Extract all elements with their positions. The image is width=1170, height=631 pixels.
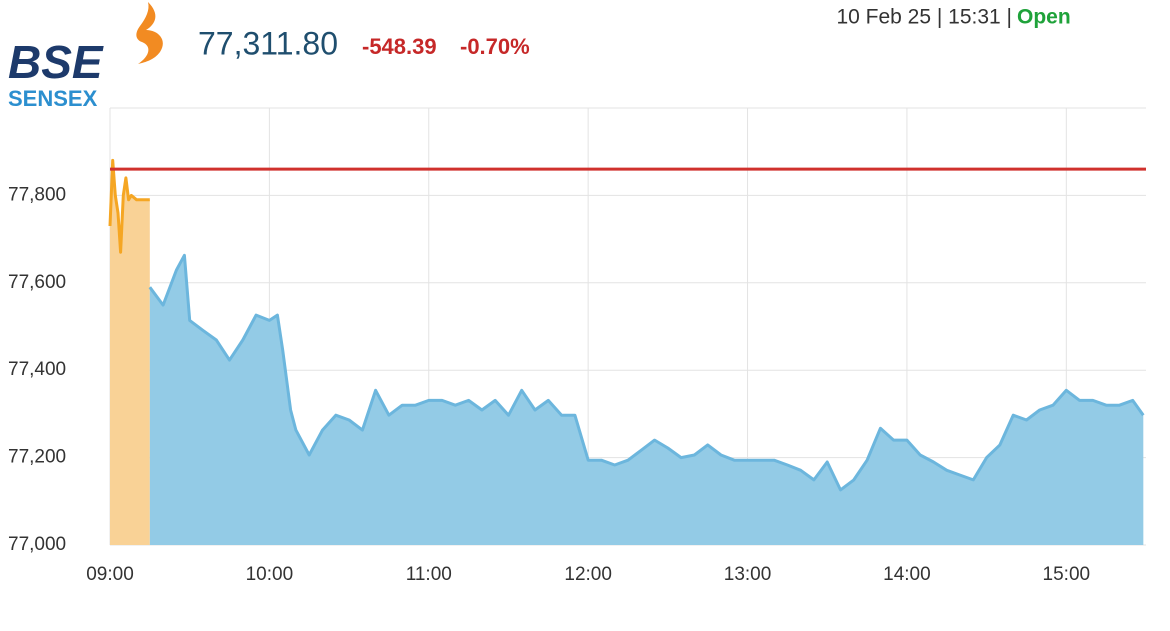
change-pct: -0.70% [460, 34, 530, 59]
y-tick-label: 77,000 [8, 534, 66, 555]
index-name: SENSEX [8, 86, 98, 111]
market-status: Open [1017, 6, 1071, 29]
x-tick-label: 11:00 [406, 564, 452, 585]
area-fill [149, 255, 1144, 546]
x-tick-label: 10:00 [246, 564, 294, 585]
logo-text: BSE [8, 36, 104, 88]
logo-flame [136, 2, 163, 64]
price-line [108, 158, 150, 254]
price-line [148, 253, 1145, 492]
x-tick-label: 09:00 [86, 564, 134, 585]
plot: 77,000 77,200 77,400 77,600 77,800 09:00 10:00… [8, 107, 1146, 585]
timestamp: 10 Feb 25 | 15:31 | [836, 6, 1012, 29]
x-tick-label: 14:00 [883, 564, 931, 585]
y-tick-label: 77,600 [8, 272, 66, 293]
y-tick-label: 77,800 [8, 184, 66, 205]
change: -548.39 [362, 34, 437, 59]
x-tick-label: 13:00 [724, 564, 772, 585]
y-tick-label: 77,400 [8, 359, 66, 380]
area-fill [110, 160, 150, 545]
y-tick-label: 77,200 [8, 447, 66, 468]
price: 77,311.80 [198, 25, 338, 61]
x-tick-label: 12:00 [564, 564, 612, 585]
x-tick-label: 15:00 [1043, 564, 1091, 585]
